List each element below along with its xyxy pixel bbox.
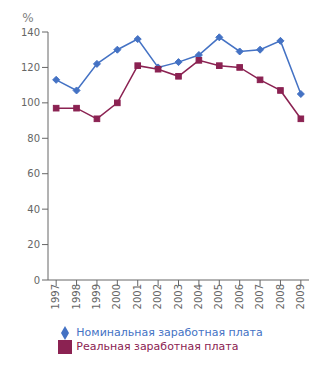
svg-text:100: 100 [21, 97, 40, 108]
svg-text:2001: 2001 [132, 284, 143, 309]
svg-text:2000: 2000 [111, 284, 122, 309]
svg-text:1997: 1997 [50, 284, 61, 309]
html-text:Реальная заработная плата: Реальная заработная плата [76, 340, 239, 353]
svg-text:2005: 2005 [213, 284, 224, 309]
svg-text:120: 120 [21, 62, 40, 73]
svg-text:%: % [22, 11, 33, 25]
svg-text:2003: 2003 [173, 284, 184, 309]
svg-text:20: 20 [27, 239, 40, 250]
svg-text:2002: 2002 [152, 284, 163, 309]
html-text:Номинальная заработная плата: Номинальная заработная плата [76, 326, 263, 339]
svg-text:2004: 2004 [193, 284, 204, 309]
svg-text:0: 0 [34, 275, 40, 286]
svg-text:2009: 2009 [295, 284, 306, 309]
svg-text:2007: 2007 [254, 284, 265, 309]
svg-text:60: 60 [27, 168, 40, 179]
svg-text:1998: 1998 [71, 284, 82, 309]
svg-text:2008: 2008 [275, 284, 286, 309]
svg-text:2006: 2006 [234, 284, 245, 309]
svg-text:140: 140 [21, 27, 40, 38]
svg-text:40: 40 [27, 204, 40, 215]
svg-text:80: 80 [27, 133, 40, 144]
svg-text:1999: 1999 [91, 284, 102, 309]
